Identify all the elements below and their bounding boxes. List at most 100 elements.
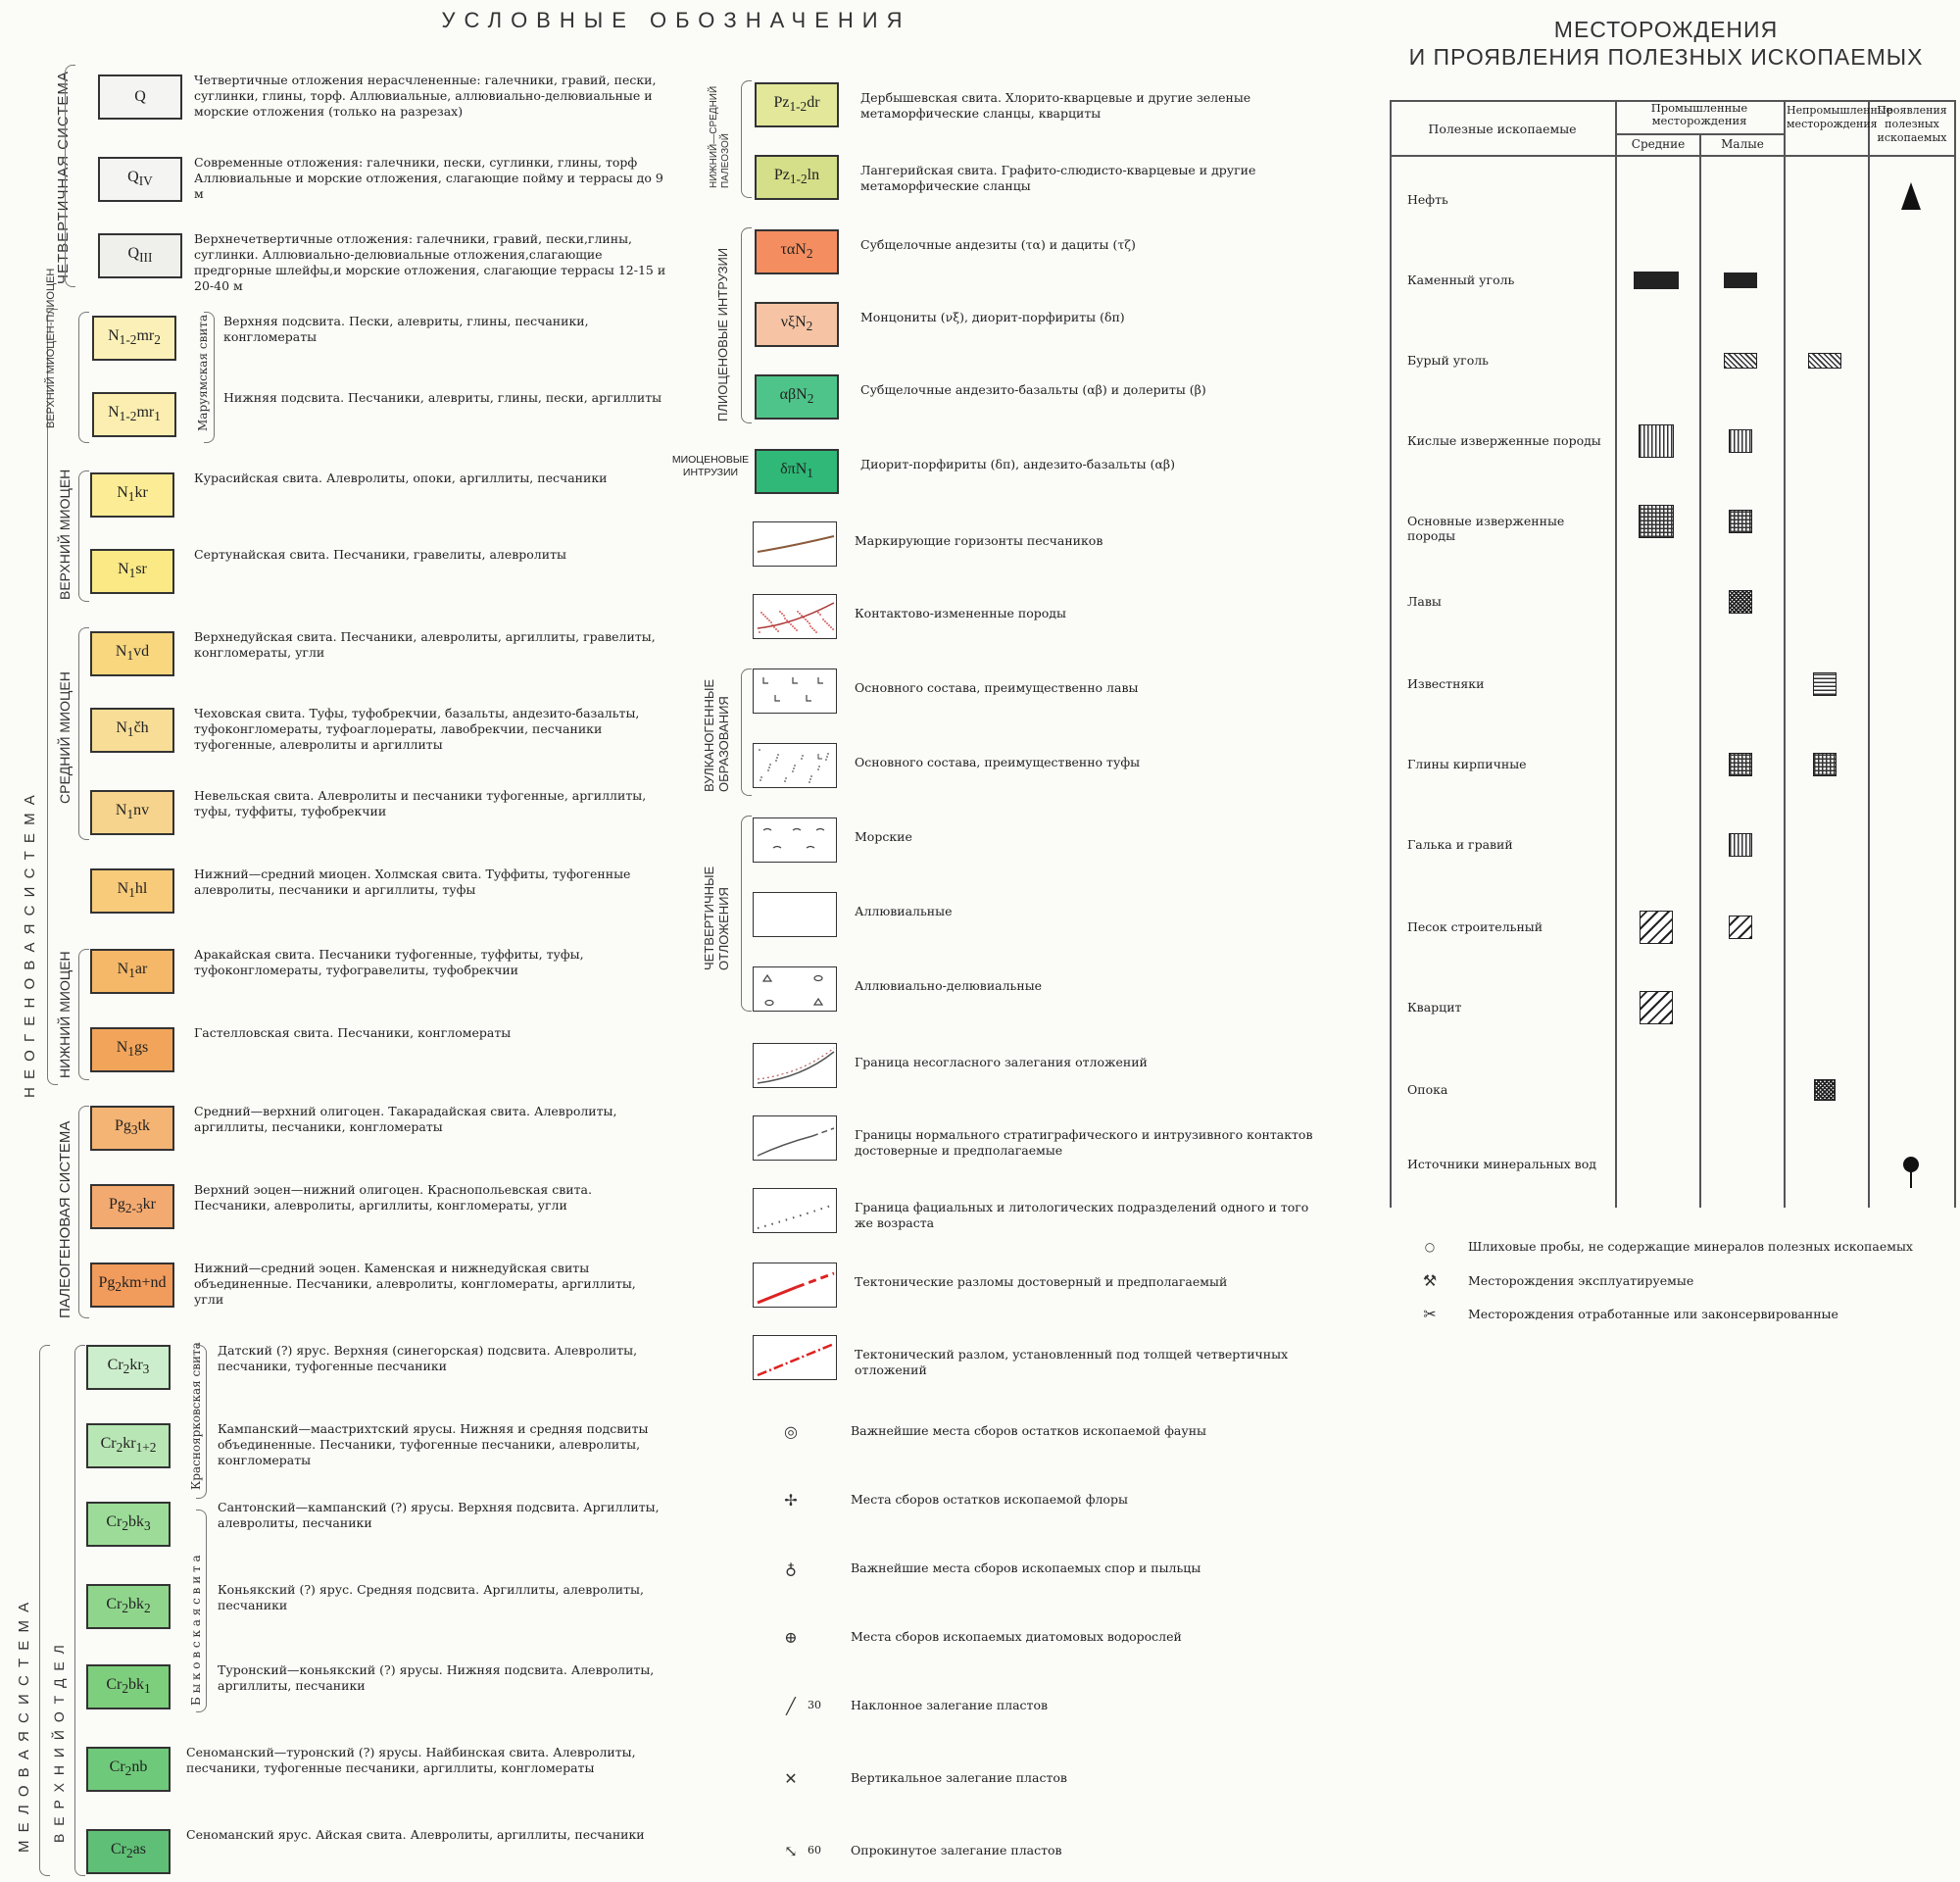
mineral-name: Глины кирпичные bbox=[1407, 757, 1527, 771]
unit-description: Туронский—коньякский (?) ярусы. Нижняя п… bbox=[218, 1662, 655, 1693]
unit-box: Pz1-2ln bbox=[755, 155, 839, 200]
unit-description: Нижний—средний эоцен. Каменская и нижнед… bbox=[194, 1261, 636, 1307]
mineral-name: Песок строительный bbox=[1407, 919, 1544, 934]
symbol-description: Аллювиальные bbox=[855, 904, 953, 918]
unit-code: N1hl bbox=[117, 880, 148, 901]
group-volcanogenic: ВУЛКАНОГЕННЫЕ ОБРАЗОВАНИЯ bbox=[702, 678, 731, 792]
mineral-mark bbox=[1814, 1079, 1836, 1101]
symbol-description: Контактово-измененные породы bbox=[855, 606, 1066, 620]
group-miocene-intrusions: МИОЦЕНОВЫЕ ИНТРУЗИИ bbox=[671, 454, 750, 478]
unit-description: Субщелочные андезиты (τα) и дациты (τζ) bbox=[860, 237, 1136, 252]
note-text: Месторождения эксплуатируемые bbox=[1468, 1273, 1694, 1288]
unit-code: νξN2 bbox=[780, 314, 813, 334]
marker-horizon-symbol bbox=[753, 521, 837, 567]
mineral-name: Кислые изверженные породы bbox=[1407, 433, 1601, 448]
unit-box: Cr2kr1+2 bbox=[86, 1423, 171, 1468]
crossed-hammers-inverted-icon: ✂ bbox=[1423, 1305, 1437, 1323]
unit-description: Кампанский—маастрихтский ярусы. Нижняя и… bbox=[218, 1421, 649, 1467]
brace bbox=[741, 80, 752, 198]
tuff-symbol bbox=[753, 743, 837, 788]
unit-box: νξN2 bbox=[755, 302, 839, 347]
unit-box: Pg2-3kr bbox=[90, 1184, 174, 1229]
mineral-name: Галька и гравий bbox=[1407, 837, 1513, 852]
unit-box: ταN2 bbox=[755, 229, 839, 274]
unit-code: Pg2-3kr bbox=[108, 1196, 156, 1216]
unit-code: Pg3tk bbox=[114, 1117, 151, 1138]
unit-description: Субщелочные андезито-базальты (αβ) и дол… bbox=[860, 382, 1206, 397]
mineral-mark bbox=[1724, 272, 1757, 288]
unit-code: δπN1 bbox=[780, 461, 813, 481]
group-neogene: Н Е О Г Е Н О В А Я С И С Т Е М А bbox=[22, 793, 38, 1098]
mineral-mark bbox=[1813, 753, 1837, 776]
unit-code: Pg2km+nd bbox=[98, 1274, 167, 1295]
unit-box: Cr2as bbox=[86, 1829, 171, 1874]
diatoms-icon: ⊕ bbox=[784, 1628, 798, 1647]
unit-code: N1kr bbox=[117, 484, 148, 505]
unit-description: Четвертичные отложения нерасчлененные: г… bbox=[194, 73, 657, 119]
brace bbox=[204, 312, 215, 443]
col-nonindustrial: Непромышленные месторождения bbox=[1787, 104, 1893, 130]
mineral-mark bbox=[1640, 991, 1673, 1024]
brace bbox=[65, 65, 75, 287]
group-upper-miocene: ВЕРХНИЙ МИОЦЕН bbox=[57, 469, 73, 600]
unit-description: Лангерийская свита. Графито-слюдисто-ква… bbox=[860, 163, 1256, 193]
mineral-name: Источники минеральных вод bbox=[1407, 1157, 1596, 1171]
unit-box: N1-2mr2 bbox=[92, 316, 176, 361]
unit-code: N1nv bbox=[115, 802, 150, 822]
mineral-mark bbox=[1813, 672, 1837, 696]
note-text: Месторождения отработанные или законсерв… bbox=[1468, 1307, 1838, 1321]
brace bbox=[74, 1345, 85, 1876]
group-cretaceous: М Е Л О В А Я С И С Т Е М А bbox=[16, 1600, 32, 1853]
group-lower-miocene: НИЖНИЙ МИОЦЕН bbox=[57, 951, 73, 1078]
unit-code: N1vd bbox=[115, 643, 150, 664]
mineral-name: Бурый уголь bbox=[1407, 353, 1489, 368]
fault-symbol bbox=[753, 1263, 837, 1308]
mineral-name: Основные изверженные породы bbox=[1407, 514, 1565, 543]
unit-code: N1gs bbox=[116, 1039, 149, 1060]
symbol-description: Тектонические разломы достоверный и пред… bbox=[855, 1274, 1228, 1289]
unit-box: αβN2 bbox=[755, 374, 839, 420]
mineral-name: Лавы bbox=[1407, 594, 1442, 609]
symbol-description: Места сборов остатков ископаемой флоры bbox=[851, 1492, 1128, 1507]
symbol-description: Границы нормального стратиграфического и… bbox=[855, 1127, 1313, 1158]
mineral-mark bbox=[1640, 911, 1673, 944]
symbol-description: Основного состава, преимущественно лавы bbox=[855, 680, 1139, 695]
vertical-dip-icon: ✕ bbox=[784, 1769, 798, 1788]
symbol-description: Маркирующие горизонты песчаников bbox=[855, 533, 1103, 548]
unit-description: Датский (?) ярус. Верхняя (синегорская) … bbox=[218, 1343, 638, 1373]
unit-description: Гастелловская свита. Песчаники, конгломе… bbox=[194, 1025, 512, 1040]
brace bbox=[196, 1510, 207, 1712]
unit-code: Cr2bk1 bbox=[106, 1676, 151, 1697]
unit-code: N1ar bbox=[117, 961, 148, 981]
circle-icon: ○ bbox=[1424, 1240, 1436, 1254]
unit-description: Нижний—средний миоцен. Холмская свита. Т… bbox=[194, 867, 631, 897]
unit-description: Верхний эоцен—нижний олигоцен. Краснопол… bbox=[194, 1182, 592, 1213]
unit-description: Монцониты (νξ), диорит-порфириты (δπ) bbox=[860, 310, 1125, 324]
unit-box: N1hl bbox=[90, 868, 174, 914]
unit-box: Pg2km+nd bbox=[90, 1263, 174, 1308]
col-medium: Средние bbox=[1631, 137, 1686, 151]
dip-angle-label: 60 bbox=[808, 1844, 821, 1857]
brace bbox=[741, 669, 752, 796]
unit-box: N1kr bbox=[90, 472, 174, 518]
group-upper-division: В Е Р Х Н И Й О Т Д Е Л bbox=[51, 1643, 67, 1843]
mineral-mark bbox=[1634, 272, 1679, 289]
alluvial-deluvial-symbol bbox=[753, 966, 837, 1012]
mineral-mark bbox=[1639, 505, 1674, 538]
alluvial-symbol bbox=[753, 892, 837, 937]
brace bbox=[39, 1345, 50, 1876]
unit-description: Верхнечетвертичные отложения: галечники,… bbox=[194, 231, 666, 293]
symbol-description: Морские bbox=[855, 829, 912, 844]
mineral-water-icon bbox=[1903, 1157, 1919, 1172]
flora-icon: ✢ bbox=[784, 1491, 798, 1510]
unit-code: Cr2bk3 bbox=[106, 1513, 151, 1534]
mineral-mark bbox=[1729, 753, 1752, 776]
unit-code: Cr2kr3 bbox=[107, 1357, 150, 1377]
mineral-mark bbox=[1729, 833, 1752, 857]
unit-code: N1sr bbox=[118, 561, 147, 581]
mineral-mark bbox=[1729, 916, 1752, 939]
unit-description: Диорит-порфириты (δπ), андезито-базальты… bbox=[860, 457, 1176, 471]
unit-box: N1-2mr1 bbox=[92, 392, 176, 437]
brace bbox=[196, 1345, 207, 1499]
unit-code: N1-2mr2 bbox=[108, 327, 161, 348]
